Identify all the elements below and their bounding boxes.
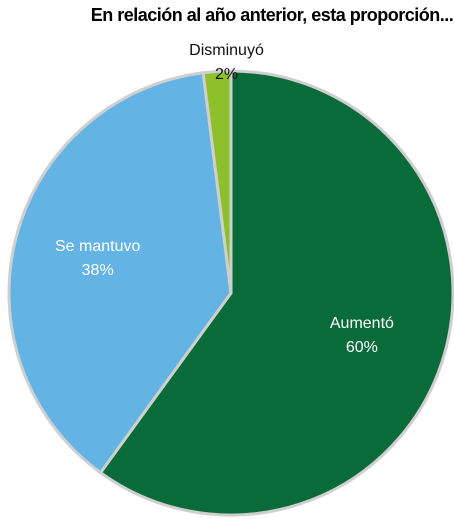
value-label: 2% — [215, 66, 238, 83]
value-label: 38% — [82, 262, 114, 279]
pie-slice — [99, 69, 454, 517]
pie-slice — [7, 71, 233, 475]
pie-slice — [201, 69, 233, 295]
chart-title: En relación al año anterior, esta propor… — [91, 5, 454, 25]
slice-label: Aumentó — [330, 315, 394, 332]
slice-label: Se mantuvo — [55, 238, 140, 255]
slice-label: Disminuyó — [189, 42, 264, 59]
value-label: 60% — [346, 339, 378, 356]
